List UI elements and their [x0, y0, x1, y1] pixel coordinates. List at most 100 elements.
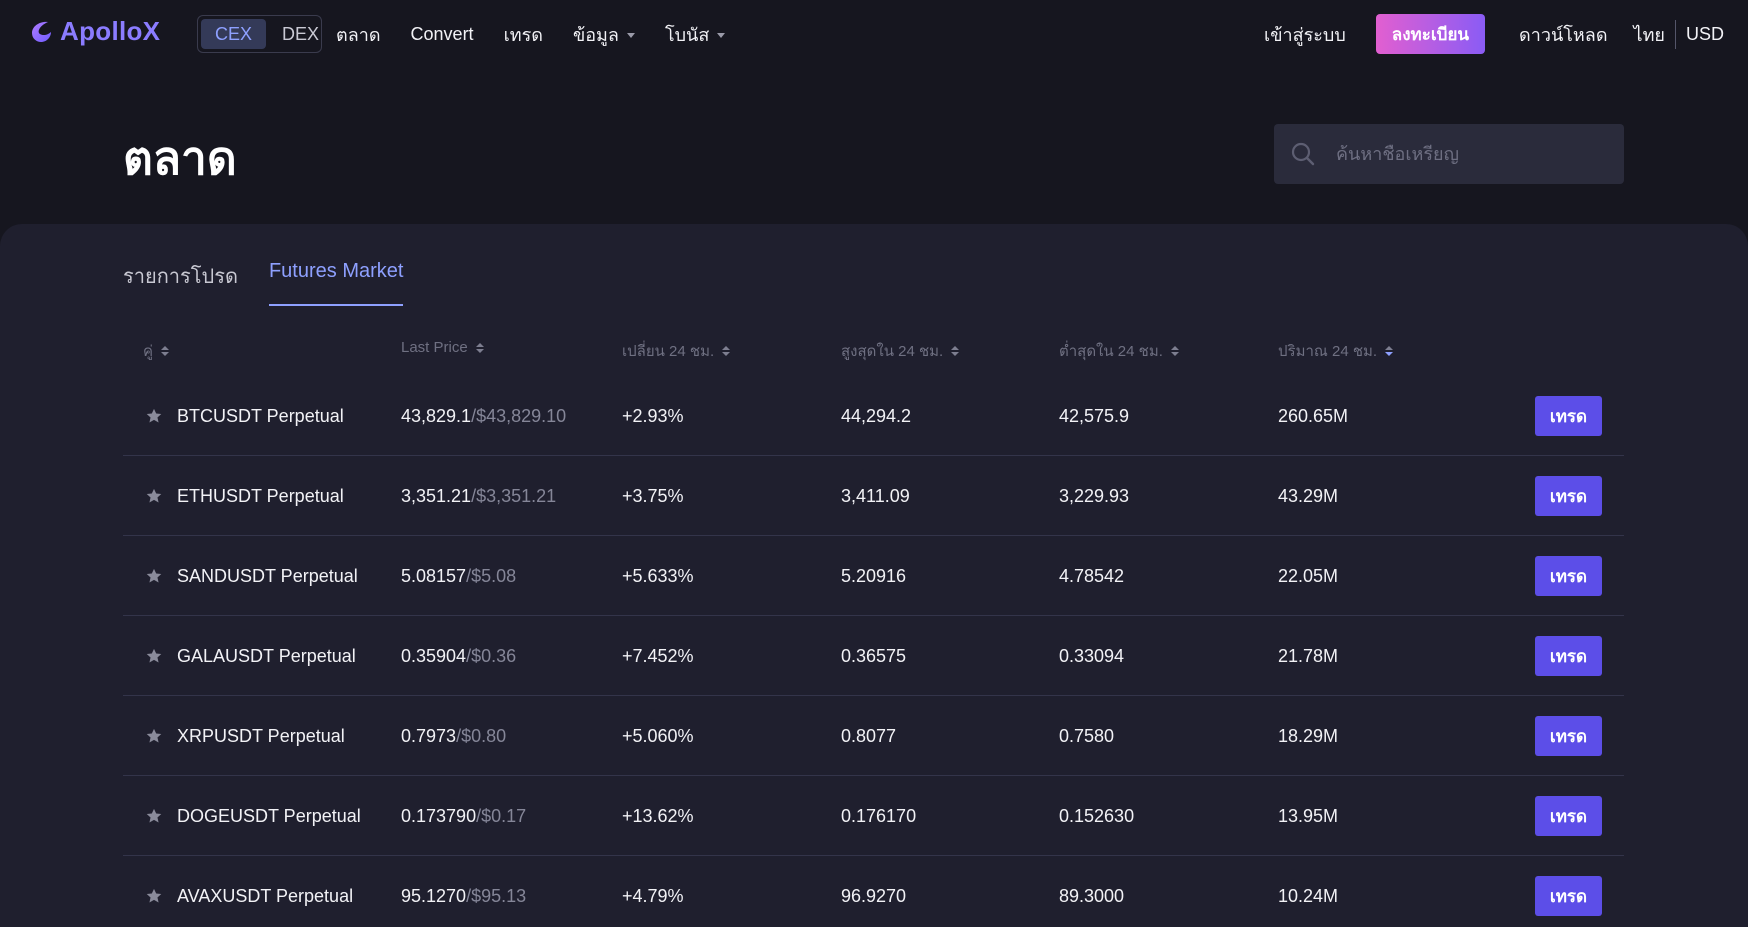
high-24h: 0.8077	[841, 725, 897, 746]
logo-icon	[32, 21, 51, 42]
high-24h: 96.9270	[841, 885, 907, 906]
main-menu: ตลาด Convert เทรด ข้อมูล โบนัส	[336, 0, 755, 68]
pair-name: BTCUSDT Perpetual	[177, 405, 344, 426]
star-icon[interactable]	[145, 647, 163, 665]
last-price-usd: /$95.13	[466, 885, 527, 906]
language-selector[interactable]: ไทย	[1634, 19, 1676, 49]
volume-24h: 18.29M	[1278, 725, 1339, 746]
pair-name: ETHUSDT Perpetual	[177, 485, 344, 506]
tab-futures-market[interactable]: Futures Market	[268, 260, 404, 306]
pair-name: GALAUSDT Perpetual	[177, 645, 356, 666]
segment-cex[interactable]: CEX	[201, 19, 267, 49]
nav-info-label: ข้อมูล	[572, 24, 619, 45]
column-header-low[interactable]: ต่ำสุดใน 24 ชม.	[1059, 339, 1179, 363]
low-24h: 4.78542	[1059, 565, 1125, 586]
star-icon[interactable]	[145, 407, 163, 425]
chevron-down-icon	[626, 32, 635, 38]
volume-24h: 260.65M	[1278, 405, 1349, 426]
table-row[interactable]: AVAXUSDT Perpetual 95.1270/$95.13 +4.79%…	[123, 856, 1624, 927]
table-row[interactable]: BTCUSDT Perpetual 43,829.1/$43,829.10 +2…	[123, 376, 1624, 456]
last-price-usd: /$3,351.21	[471, 485, 557, 506]
nav-trade[interactable]: เทรด	[504, 20, 543, 49]
star-icon[interactable]	[145, 567, 163, 585]
trade-button[interactable]: เทรด	[1535, 636, 1602, 676]
trade-button[interactable]: เทรด	[1535, 716, 1602, 756]
search-input[interactable]	[1336, 143, 1606, 165]
column-header-volume[interactable]: ปริมาณ 24 ชม.	[1278, 339, 1394, 363]
brand-name: ApolloX	[60, 16, 161, 46]
column-header-last-price[interactable]: Last Price	[401, 339, 484, 356]
last-price-usd: /$43,829.10	[471, 405, 567, 426]
table-row[interactable]: GALAUSDT Perpetual 0.35904/$0.36 +7.452%…	[123, 616, 1624, 696]
change-24h: +2.93%	[622, 405, 684, 426]
volume-24h: 13.95M	[1278, 805, 1339, 826]
last-price: 0.35904	[401, 645, 467, 666]
pair-name: XRPUSDT Perpetual	[177, 725, 345, 746]
table-header: คู่ Last Price เปลี่ยน 24 ชม. สูงสุดใน 2…	[0, 339, 1748, 360]
star-icon[interactable]	[145, 487, 163, 505]
last-price-usd: /$0.36	[466, 645, 517, 666]
nav-markets-label: ตลาด	[336, 24, 381, 45]
trade-button[interactable]: เทรด	[1535, 396, 1602, 436]
last-price-usd: /$0.17	[476, 805, 527, 826]
market-tabs: รายการโปรด Futures Market	[123, 260, 404, 306]
change-24h: +13.62%	[622, 805, 694, 826]
nav-bonus-dropdown[interactable]: โบนัส	[665, 20, 726, 49]
nav-markets[interactable]: ตลาด	[336, 20, 381, 49]
high-24h: 3,411.09	[841, 485, 910, 506]
currency-selector[interactable]: USD	[1685, 23, 1724, 44]
low-24h: 0.7580	[1059, 725, 1115, 746]
column-header-pair-label: คู่	[143, 343, 154, 360]
column-header-high[interactable]: สูงสุดใน 24 ชม.	[841, 339, 960, 363]
market-table-body: BTCUSDT Perpetual 43,829.1/$43,829.10 +2…	[123, 376, 1624, 927]
nav-info-dropdown[interactable]: ข้อมูล	[573, 20, 635, 49]
segment-dex[interactable]: DEX	[282, 23, 320, 44]
high-24h: 5.20916	[841, 565, 907, 586]
sort-icon	[475, 342, 484, 353]
table-row[interactable]: XRPUSDT Perpetual 0.7973/$0.80 +5.060% 0…	[123, 696, 1624, 776]
table-row[interactable]: DOGEUSDT Perpetual 0.173790/$0.17 +13.62…	[123, 776, 1624, 856]
tab-favorites[interactable]: รายการโปรด	[123, 266, 238, 288]
low-24h: 3,229.93	[1059, 485, 1130, 506]
nav-trade-label: เทรด	[503, 24, 543, 45]
star-icon[interactable]	[145, 807, 163, 825]
star-icon[interactable]	[145, 727, 163, 745]
trade-button[interactable]: เทรด	[1535, 556, 1602, 596]
last-price: 0.7973	[401, 725, 457, 746]
market-panel: รายการโปรด Futures Market คู่ Last Price…	[0, 224, 1748, 927]
coin-search	[1274, 124, 1624, 184]
sort-icon	[161, 346, 170, 356]
low-24h: 89.3000	[1059, 885, 1125, 906]
pair-name: DOGEUSDT Perpetual	[177, 805, 361, 826]
login-link[interactable]: เข้าสู่ระบบ	[1264, 24, 1346, 45]
trade-button[interactable]: เทรด	[1535, 876, 1602, 916]
download-link[interactable]: ดาวน์โหลด	[1519, 24, 1608, 45]
change-24h: +5.633%	[622, 565, 694, 586]
table-row[interactable]: ETHUSDT Perpetual 3,351.21/$3,351.21 +3.…	[123, 456, 1624, 536]
sort-icon	[951, 346, 960, 356]
column-header-high-label: สูงสุดใน 24 ชม.	[841, 343, 944, 360]
trade-button[interactable]: เทรด	[1535, 476, 1602, 516]
star-icon[interactable]	[145, 887, 163, 905]
column-header-change[interactable]: เปลี่ยน 24 ชม.	[622, 339, 731, 363]
last-price: 95.1270	[401, 885, 467, 906]
trade-button[interactable]: เทรด	[1535, 796, 1602, 836]
last-price: 43,829.1	[401, 405, 472, 426]
register-button[interactable]: ลงทะเบียน	[1375, 14, 1486, 54]
low-24h: 0.33094	[1059, 645, 1125, 666]
change-24h: +3.75%	[622, 485, 684, 506]
pair-name: SANDUSDT Perpetual	[177, 565, 358, 586]
nav-convert[interactable]: Convert	[411, 24, 474, 45]
last-price-usd: /$5.08	[466, 565, 517, 586]
table-row[interactable]: SANDUSDT Perpetual 5.08157/$5.08 +5.633%…	[123, 536, 1624, 616]
last-price: 0.173790	[401, 805, 477, 826]
top-navbar: ApolloX CEX DEX ตลาด Convert เทรด ข้อมูล…	[0, 0, 1748, 68]
sort-icon	[1170, 346, 1179, 356]
high-24h: 0.176170	[841, 805, 917, 826]
last-price: 3,351.21	[401, 485, 472, 506]
column-header-pair[interactable]: คู่	[143, 339, 170, 363]
low-24h: 0.152630	[1059, 805, 1135, 826]
sort-icon	[722, 346, 731, 356]
brand-logo[interactable]: ApolloX	[28, 16, 160, 47]
sort-icon	[1385, 346, 1394, 356]
